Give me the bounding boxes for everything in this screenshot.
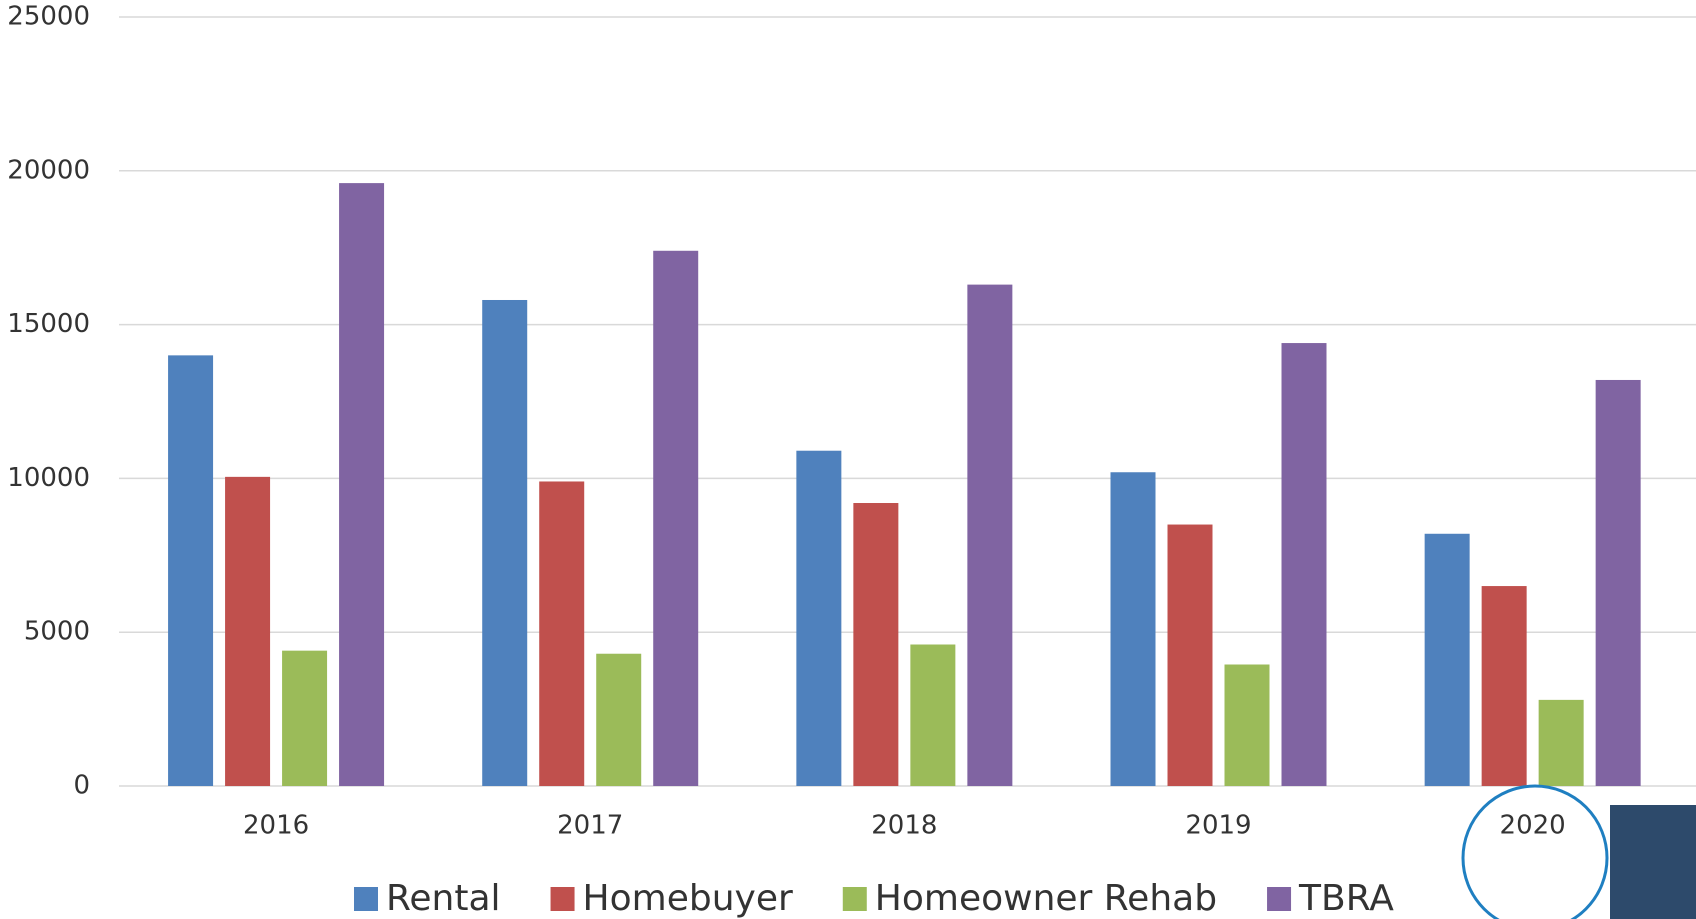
bar — [1595, 379, 1641, 786]
x-tick-label: 2019 — [1185, 811, 1251, 841]
y-tick-label: 5000 — [24, 617, 90, 647]
bar — [1481, 586, 1527, 786]
bar — [910, 644, 956, 786]
y-tick-label: 25000 — [7, 2, 90, 32]
legend-label: TBRA — [1298, 878, 1394, 919]
bar — [1110, 472, 1156, 786]
bar — [539, 481, 585, 786]
legend-label: Homebuyer — [583, 878, 793, 919]
bar — [339, 183, 385, 786]
bar — [967, 284, 1013, 786]
legend-label: Homeowner Rehab — [875, 878, 1217, 919]
logo — [1461, 784, 1696, 919]
bar — [1538, 699, 1584, 786]
legend-label: Rental — [386, 878, 501, 919]
bar — [1281, 343, 1327, 786]
bar — [1424, 533, 1470, 786]
bar — [282, 650, 328, 786]
bar — [596, 653, 642, 786]
x-tick-label: 2018 — [871, 811, 937, 841]
bar — [796, 450, 842, 786]
x-tick-label: 2016 — [243, 811, 309, 841]
legend-swatch — [842, 887, 867, 911]
y-tick-label: 20000 — [7, 155, 90, 185]
bar — [168, 355, 214, 786]
bar — [1167, 524, 1213, 786]
y-tick-label: 15000 — [7, 309, 90, 339]
legend-swatch — [1267, 887, 1292, 911]
legend-swatch — [354, 887, 378, 911]
x-tick-label: 2017 — [557, 811, 623, 841]
y-tick-label: 0 — [73, 771, 90, 801]
bar — [482, 299, 528, 786]
bar — [853, 503, 899, 786]
bar — [225, 476, 271, 786]
bar — [1224, 664, 1270, 786]
bar — [653, 250, 699, 786]
y-tick-label: 10000 — [7, 463, 90, 493]
legend-swatch — [550, 887, 575, 911]
x-tick-label: 2020 — [1500, 811, 1566, 841]
